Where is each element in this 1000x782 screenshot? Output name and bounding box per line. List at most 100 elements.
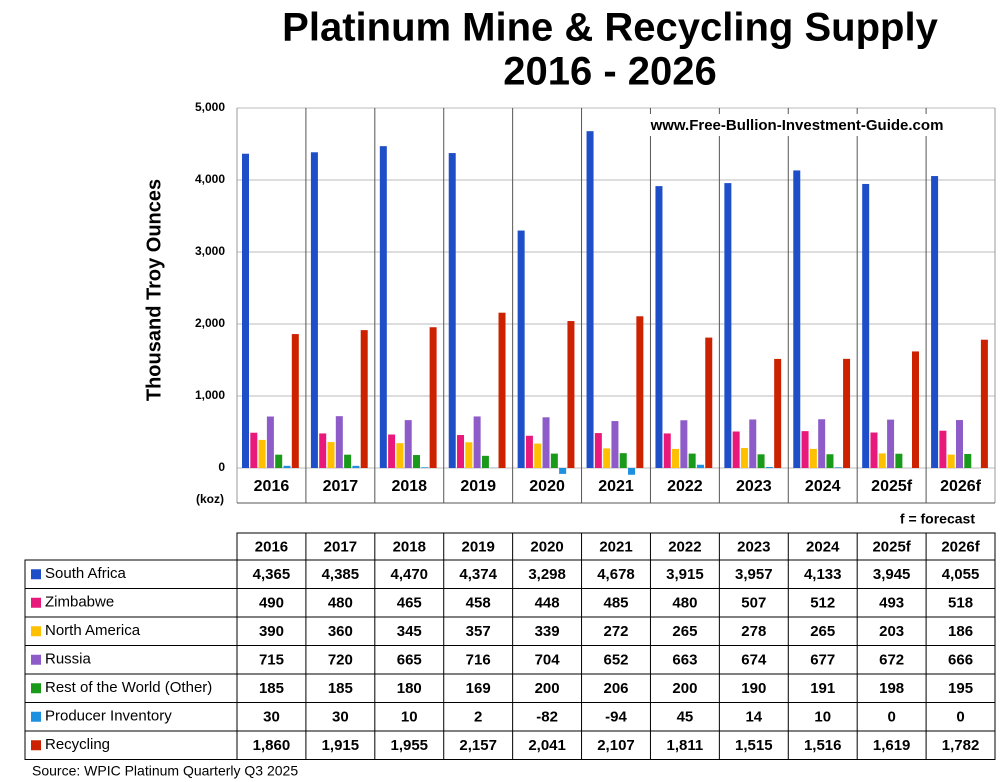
table-cell: 1,782 — [942, 737, 980, 754]
bar — [379, 146, 387, 468]
bar — [429, 327, 437, 468]
table-cell: 265 — [672, 623, 697, 640]
table-cell: 4,055 — [942, 566, 980, 583]
table-cell: 2,157 — [459, 737, 497, 754]
bar — [327, 442, 335, 468]
y-tick-label: 4,000 — [195, 172, 225, 186]
bar — [242, 153, 249, 468]
table-cell: 14 — [745, 709, 762, 726]
x-tick-label: 2018 — [391, 478, 427, 495]
unit-label: (koz) — [196, 492, 224, 506]
table-cell: 507 — [741, 595, 766, 612]
bar — [895, 453, 903, 468]
x-tick-label: 2023 — [736, 478, 772, 495]
table-cell: 345 — [397, 623, 422, 640]
y-tick-label: 3,000 — [195, 244, 225, 258]
bar — [525, 435, 533, 468]
table-cell: 493 — [879, 595, 904, 612]
table-cell: 339 — [535, 623, 560, 640]
table-cell: 480 — [328, 595, 353, 612]
table-cell: 30 — [263, 709, 280, 726]
table-cell: 360 — [328, 623, 353, 640]
legend-label: Producer Inventory — [45, 708, 172, 725]
legend-label: Russia — [45, 651, 92, 668]
table-cell: 465 — [397, 595, 422, 612]
x-tick-label: 2019 — [460, 478, 496, 495]
bar — [344, 454, 352, 468]
bar — [266, 416, 274, 468]
table-cell: 1,915 — [322, 737, 360, 754]
bar — [887, 419, 895, 468]
x-tick-label: 2024 — [805, 478, 841, 495]
table-cell: 200 — [535, 680, 560, 697]
table-header: 2024 — [806, 538, 840, 555]
table-cell: 206 — [603, 680, 628, 697]
bar — [473, 416, 481, 468]
bar — [396, 443, 404, 468]
x-tick-label: 2017 — [323, 478, 359, 495]
legend-swatch — [31, 740, 41, 751]
bar — [680, 420, 688, 468]
bar — [955, 420, 963, 468]
table-cell: 357 — [466, 623, 491, 640]
y-tick-label: 0 — [218, 460, 225, 474]
table-cell: 3,915 — [666, 566, 704, 583]
legend-swatch — [31, 569, 41, 580]
bar — [448, 153, 456, 468]
table-cell: 185 — [259, 680, 284, 697]
bar — [559, 468, 567, 474]
legend-swatch — [31, 711, 41, 722]
bar — [250, 432, 258, 468]
legend-swatch — [31, 654, 41, 665]
table-cell: 4,470 — [390, 566, 428, 583]
table-cell: 169 — [466, 680, 491, 697]
bar — [749, 419, 757, 468]
table-cell: 663 — [672, 652, 697, 669]
bar — [672, 448, 680, 468]
bar — [862, 183, 870, 468]
table-cell: 180 — [397, 680, 422, 697]
table-cell: 195 — [948, 680, 973, 697]
bar — [655, 186, 663, 468]
table-cell: 652 — [603, 652, 628, 669]
table-header: 2018 — [393, 538, 426, 555]
table-cell: 2,041 — [528, 737, 566, 754]
table-cell: 10 — [814, 709, 831, 726]
table-cell: 45 — [677, 709, 694, 726]
bar — [843, 358, 851, 468]
table-cell: 665 — [397, 652, 422, 669]
table-cell: 480 — [672, 595, 697, 612]
y-tick-label: 5,000 — [195, 100, 225, 114]
bar — [636, 316, 644, 468]
chart-title: Platinum Mine & Recycling Supply — [282, 6, 938, 50]
bar — [594, 433, 602, 468]
watermark: www.Free-Bullion-Investment-Guide.com — [650, 117, 944, 134]
table-cell: 185 — [328, 680, 353, 697]
bar — [705, 337, 713, 468]
bar — [628, 468, 636, 475]
table-cell: 1,955 — [390, 737, 428, 754]
bar — [870, 432, 878, 468]
table-cell: 485 — [603, 595, 628, 612]
table-header: 2023 — [737, 538, 770, 555]
bar — [724, 183, 732, 468]
table-cell: 30 — [332, 709, 349, 726]
bar — [421, 467, 429, 468]
bar — [611, 421, 619, 468]
table-header: 2022 — [668, 538, 701, 555]
bar — [335, 416, 343, 468]
legend-label: North America — [45, 622, 141, 639]
bar — [793, 170, 801, 468]
bar — [465, 442, 473, 468]
bar — [550, 453, 558, 468]
x-tick-label: 2020 — [529, 478, 565, 495]
table-header: 2021 — [599, 538, 632, 555]
legend-label: South Africa — [45, 565, 127, 582]
table-cell: 1,515 — [735, 737, 773, 754]
bar — [388, 434, 396, 468]
x-tick-label: 2021 — [598, 478, 634, 495]
bar — [931, 176, 939, 469]
bar — [809, 448, 817, 468]
bar — [360, 330, 368, 468]
